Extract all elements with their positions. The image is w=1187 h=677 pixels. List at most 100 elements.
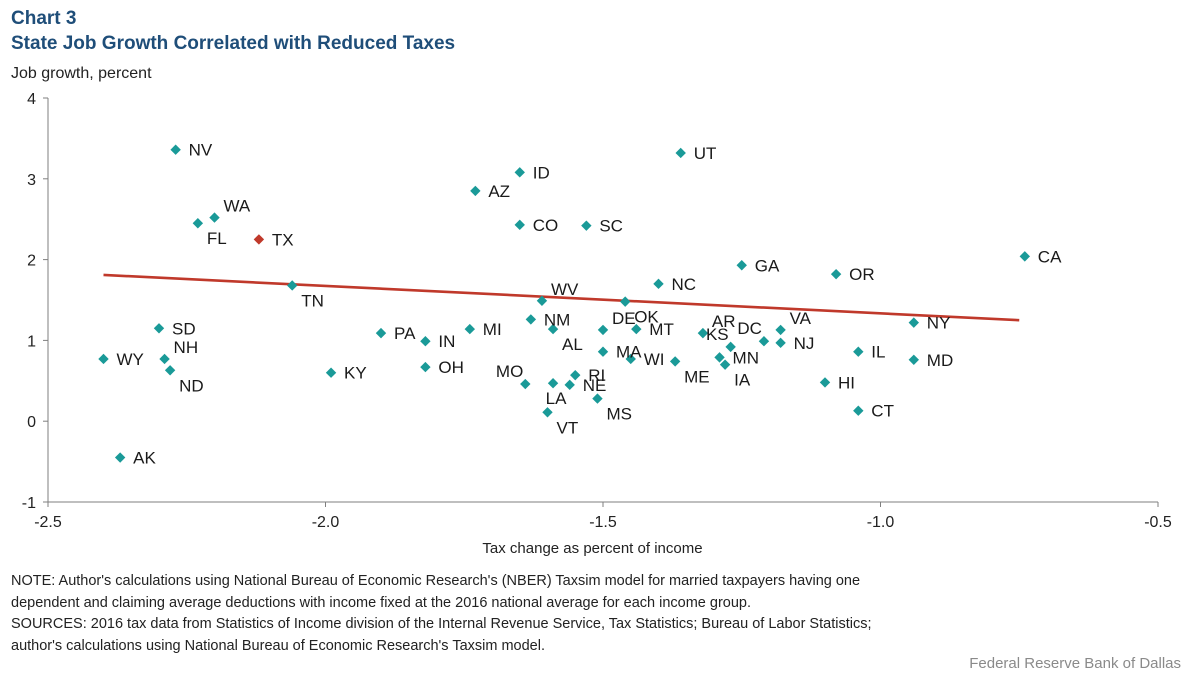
point-label-in: IN bbox=[438, 332, 455, 351]
point-label-sc: SC bbox=[599, 217, 623, 236]
x-tick-label: -1.0 bbox=[867, 514, 895, 531]
point-sc bbox=[581, 220, 592, 231]
point-wi bbox=[625, 353, 636, 365]
point-la bbox=[547, 378, 559, 389]
x-tick-label: -2.0 bbox=[312, 514, 340, 531]
point-label-pa: PA bbox=[394, 324, 416, 343]
point-md bbox=[908, 354, 919, 365]
point-ma bbox=[597, 346, 609, 357]
point-label-va: VA bbox=[790, 309, 812, 328]
point-mi bbox=[464, 323, 475, 335]
point-wv bbox=[536, 295, 548, 307]
sources-line-2: author's calculations using National Bur… bbox=[11, 637, 545, 654]
point-pa bbox=[375, 327, 387, 339]
point-label-me: ME bbox=[684, 367, 710, 386]
point-label-ny: NY bbox=[927, 314, 951, 333]
note-line-2: dependent and claiming average deduction… bbox=[11, 594, 751, 611]
point-label-ky: KY bbox=[344, 364, 367, 383]
point-me bbox=[669, 356, 681, 367]
point-il bbox=[853, 346, 864, 357]
y-tick-label: -1 bbox=[22, 495, 36, 512]
point-az bbox=[470, 185, 481, 197]
point-label-ut: UT bbox=[694, 144, 717, 163]
point-label-fl: FL bbox=[207, 229, 227, 248]
point-nc bbox=[653, 278, 664, 290]
point-in bbox=[420, 336, 431, 347]
point-label-nd: ND bbox=[179, 376, 204, 395]
point-hi bbox=[819, 377, 831, 388]
point-ms bbox=[592, 393, 603, 404]
note-line-1: NOTE: Author's calculations using Nation… bbox=[11, 573, 861, 589]
point-label-id: ID bbox=[533, 163, 550, 182]
point-label-ks: KS bbox=[706, 325, 729, 344]
y-tick-label: 3 bbox=[27, 172, 36, 189]
point-wy bbox=[98, 353, 109, 365]
point-al bbox=[547, 323, 559, 335]
point-label-ma: MA bbox=[616, 343, 642, 362]
point-label-wy: WY bbox=[117, 350, 144, 369]
points-group bbox=[98, 144, 1030, 463]
point-label-mn: MN bbox=[733, 348, 759, 367]
point-label-dc: DC bbox=[737, 319, 762, 338]
point-label-wa: WA bbox=[224, 197, 251, 216]
point-labels-group: NV UT ID AZ WA FL CO SC TX CA GA OR NC TN WV OK NM NY SD AL… bbox=[117, 141, 1063, 468]
point-label-ak: AK bbox=[133, 449, 156, 468]
point-ne bbox=[564, 379, 575, 391]
point-fl bbox=[192, 218, 204, 229]
point-ct bbox=[853, 405, 864, 416]
point-label-nm: NM bbox=[544, 310, 570, 329]
point-co bbox=[514, 219, 525, 231]
point-ak bbox=[114, 452, 126, 463]
point-nd bbox=[164, 365, 176, 376]
point-label-tx: TX bbox=[272, 230, 294, 249]
point-label-sd: SD bbox=[172, 319, 196, 338]
x-tick-label: -2.5 bbox=[34, 514, 62, 531]
point-ca bbox=[1019, 251, 1030, 262]
point-dc bbox=[758, 336, 770, 347]
point-va bbox=[775, 324, 786, 336]
point-label-ri: RI bbox=[588, 366, 605, 385]
point-tx bbox=[253, 234, 265, 245]
y-tick-label: 1 bbox=[27, 333, 36, 350]
point-label-wi: WI bbox=[644, 350, 665, 369]
point-label-ct: CT bbox=[871, 402, 894, 421]
point-label-mi: MI bbox=[483, 320, 502, 339]
point-label-mo: MO bbox=[496, 362, 523, 381]
point-de bbox=[597, 324, 609, 336]
point-nm bbox=[525, 314, 537, 325]
point-ky bbox=[325, 367, 337, 378]
point-label-nh: NH bbox=[174, 338, 199, 357]
point-label-ca: CA bbox=[1038, 247, 1062, 266]
point-ga bbox=[736, 260, 747, 271]
point-label-al: AL bbox=[562, 335, 583, 354]
point-nv bbox=[170, 144, 181, 155]
point-label-de: DE bbox=[612, 309, 636, 328]
x-axis-label-wrap: Tax change as percent of income bbox=[0, 540, 1187, 557]
point-mt bbox=[631, 323, 642, 335]
point-ia bbox=[719, 359, 731, 370]
point-label-nv: NV bbox=[189, 141, 213, 160]
point-label-az: AZ bbox=[488, 182, 510, 201]
point-label-ok: OK bbox=[634, 308, 659, 327]
point-label-hi: HI bbox=[838, 373, 855, 392]
point-mn bbox=[714, 352, 725, 363]
point-vt bbox=[542, 407, 553, 418]
point-ny bbox=[908, 317, 919, 328]
y-tick-label: 0 bbox=[27, 414, 36, 431]
point-sd bbox=[153, 323, 165, 334]
point-ut bbox=[675, 147, 686, 159]
point-tn bbox=[287, 280, 298, 291]
point-label-ms: MS bbox=[606, 405, 632, 424]
point-label-nc: NC bbox=[672, 275, 697, 294]
point-label-co: CO bbox=[533, 216, 559, 235]
point-id bbox=[514, 167, 525, 178]
point-label-ia: IA bbox=[734, 371, 751, 390]
point-label-md: MD bbox=[927, 351, 953, 370]
point-label-mt: MT bbox=[649, 320, 674, 339]
chart-header: Chart 3 State Job Growth Correlated with… bbox=[11, 6, 455, 56]
x-axis-label: Tax change as percent of income bbox=[482, 540, 703, 557]
credit: Federal Reserve Bank of Dallas bbox=[969, 655, 1181, 672]
trendline bbox=[103, 273, 1020, 322]
point-label-il: IL bbox=[871, 343, 885, 362]
